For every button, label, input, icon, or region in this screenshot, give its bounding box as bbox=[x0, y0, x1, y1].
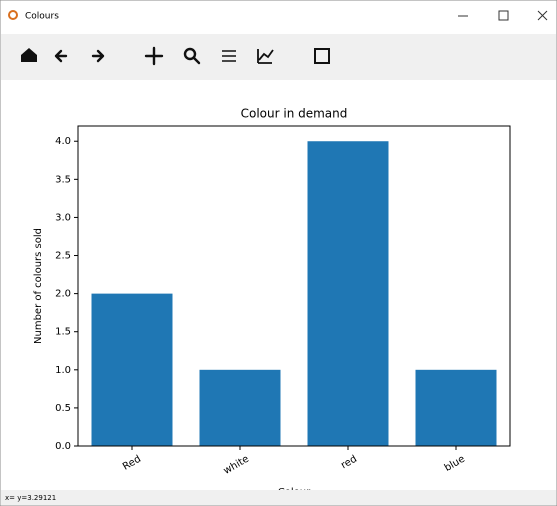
maximize-button[interactable] bbox=[498, 10, 509, 21]
forward-button[interactable] bbox=[91, 49, 105, 63]
y-tick-label: 2.0 bbox=[55, 289, 71, 300]
y-tick-label: 0.0 bbox=[55, 441, 71, 452]
y-axis-label: Number of colours sold bbox=[33, 228, 44, 344]
edit-button[interactable] bbox=[257, 49, 274, 64]
zoom-button[interactable] bbox=[183, 47, 201, 65]
save-button[interactable] bbox=[314, 48, 330, 64]
y-tick-label: 3.0 bbox=[55, 212, 71, 223]
pan-button[interactable] bbox=[144, 46, 164, 66]
back-button[interactable] bbox=[54, 49, 68, 63]
toolbar bbox=[1, 34, 556, 80]
status-bar bbox=[1, 490, 556, 505]
y-tick-label: 1.5 bbox=[55, 327, 71, 338]
bar bbox=[199, 369, 281, 446]
y-tick-label: 3.5 bbox=[55, 174, 71, 185]
home-button[interactable] bbox=[21, 48, 37, 62]
status-text: x= y=3.29121 bbox=[5, 494, 56, 502]
y-tick-label: 4.0 bbox=[55, 136, 71, 147]
y-tick-label: 1.0 bbox=[55, 365, 71, 376]
bar bbox=[307, 141, 389, 446]
bar bbox=[415, 369, 497, 446]
configure-button[interactable] bbox=[222, 50, 236, 62]
y-tick-label: 2.5 bbox=[55, 251, 71, 262]
title-bar bbox=[1, 1, 556, 31]
axes-frame bbox=[77, 125, 511, 447]
close-button[interactable] bbox=[537, 10, 548, 21]
y-tick-label: 0.5 bbox=[55, 403, 71, 414]
app-icon bbox=[8, 10, 18, 20]
bar bbox=[91, 293, 173, 446]
chart-title: Colour in demand bbox=[241, 107, 348, 121]
window-title: Colours bbox=[25, 12, 59, 22]
